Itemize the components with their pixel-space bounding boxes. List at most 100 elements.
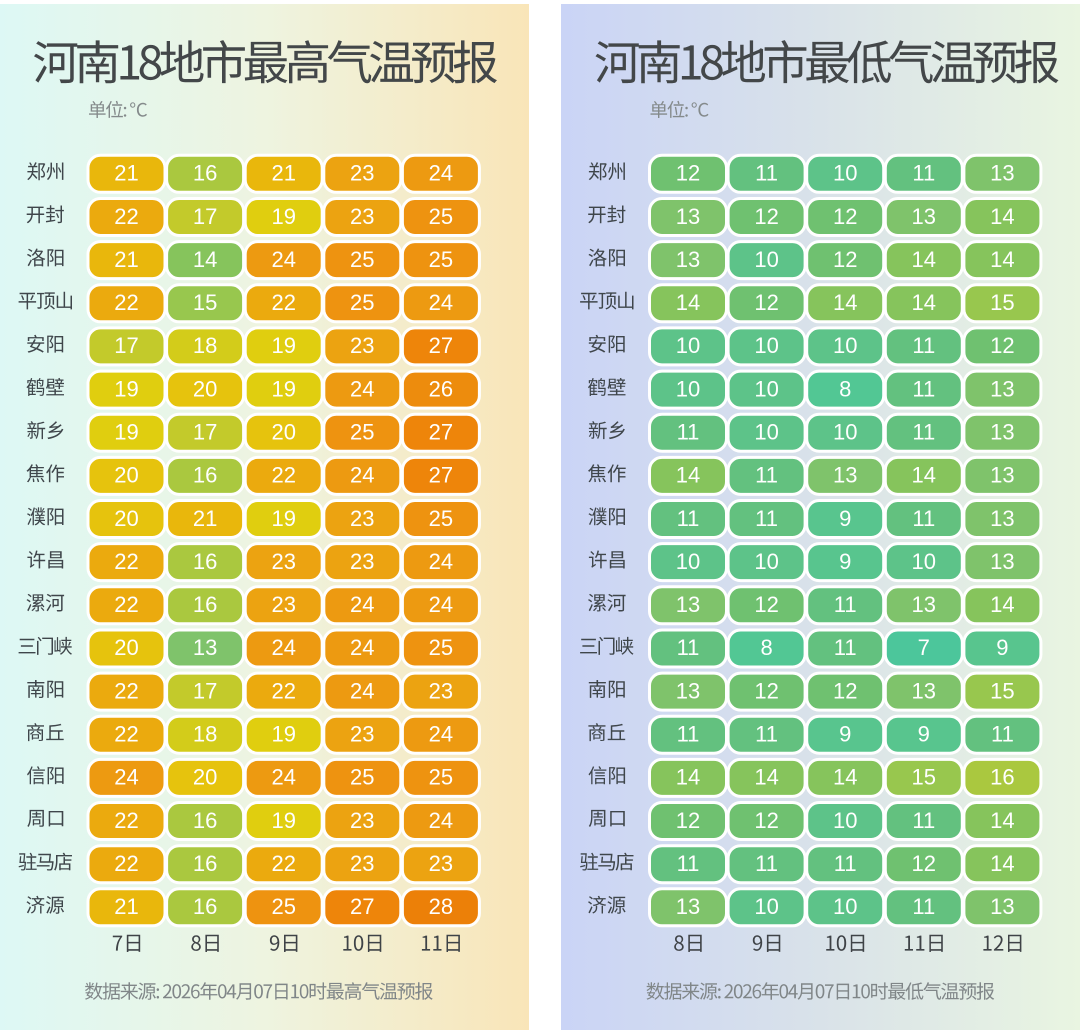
svg-text:19: 19 [271, 722, 295, 747]
svg-text:22: 22 [114, 851, 138, 876]
svg-text:22: 22 [114, 678, 138, 703]
svg-text:17: 17 [193, 678, 217, 703]
svg-text:12: 12 [754, 592, 778, 617]
svg-text:21: 21 [193, 506, 217, 531]
svg-text:10: 10 [754, 247, 778, 272]
svg-text:24: 24 [350, 463, 374, 488]
svg-text:10: 10 [754, 894, 778, 919]
svg-text:23: 23 [350, 851, 374, 876]
svg-text:10: 10 [833, 333, 857, 358]
svg-text:22: 22 [271, 463, 295, 488]
svg-text:19: 19 [114, 376, 138, 401]
svg-text:14: 14 [833, 290, 857, 315]
svg-text:13: 13 [912, 592, 936, 617]
svg-text:23: 23 [429, 678, 453, 703]
svg-text:15: 15 [990, 678, 1014, 703]
svg-text:23: 23 [350, 808, 374, 833]
svg-text:19: 19 [271, 506, 295, 531]
svg-text:13: 13 [833, 463, 857, 488]
svg-text:19: 19 [271, 333, 295, 358]
svg-text:23: 23 [350, 549, 374, 574]
svg-text:14: 14 [676, 463, 700, 488]
svg-text:13: 13 [990, 161, 1014, 186]
svg-text:13: 13 [912, 678, 936, 703]
svg-text:11: 11 [677, 420, 700, 445]
svg-text:11: 11 [677, 722, 700, 747]
svg-text:25: 25 [350, 290, 374, 315]
svg-text:10: 10 [833, 161, 857, 186]
svg-text:25: 25 [429, 506, 453, 531]
svg-text:23: 23 [350, 722, 374, 747]
svg-text:24: 24 [114, 765, 138, 790]
svg-text:13: 13 [676, 592, 700, 617]
svg-text:19: 19 [271, 204, 295, 229]
svg-text:23: 23 [350, 161, 374, 186]
svg-text:24: 24 [350, 635, 374, 660]
svg-text:14: 14 [193, 247, 217, 272]
svg-text:25: 25 [350, 247, 374, 272]
svg-text:11: 11 [834, 635, 857, 660]
svg-text:18: 18 [193, 722, 217, 747]
svg-text:12: 12 [833, 247, 857, 272]
svg-text:10: 10 [754, 549, 778, 574]
svg-text:27: 27 [429, 420, 453, 445]
svg-text:16: 16 [193, 851, 217, 876]
svg-text:24: 24 [350, 678, 374, 703]
svg-text:22: 22 [114, 592, 138, 617]
svg-text:9: 9 [996, 635, 1008, 660]
svg-text:11: 11 [755, 161, 778, 186]
svg-text:22: 22 [114, 549, 138, 574]
svg-text:11: 11 [912, 894, 935, 919]
svg-text:11: 11 [755, 506, 778, 531]
svg-text:8: 8 [760, 635, 772, 660]
svg-text:22: 22 [271, 290, 295, 315]
svg-text:12: 12 [676, 808, 700, 833]
svg-text:10: 10 [754, 333, 778, 358]
svg-text:22: 22 [114, 722, 138, 747]
svg-text:13: 13 [990, 549, 1014, 574]
svg-text:23: 23 [271, 549, 295, 574]
svg-text:12: 12 [833, 678, 857, 703]
svg-text:20: 20 [114, 506, 138, 531]
svg-text:27: 27 [429, 463, 453, 488]
svg-text:12: 12 [833, 204, 857, 229]
svg-text:20: 20 [114, 463, 138, 488]
svg-text:21: 21 [114, 161, 138, 186]
svg-text:11: 11 [834, 592, 857, 617]
svg-text:24: 24 [271, 635, 295, 660]
svg-text:24: 24 [271, 247, 295, 272]
svg-text:15: 15 [193, 290, 217, 315]
svg-text:14: 14 [676, 290, 700, 315]
svg-text:20: 20 [193, 765, 217, 790]
svg-text:17: 17 [193, 204, 217, 229]
svg-text:16: 16 [193, 808, 217, 833]
svg-text:24: 24 [429, 161, 453, 186]
svg-text:24: 24 [429, 592, 453, 617]
svg-text:10: 10 [754, 376, 778, 401]
svg-text:11: 11 [912, 376, 935, 401]
svg-text:22: 22 [114, 290, 138, 315]
svg-text:11: 11 [991, 722, 1014, 747]
svg-text:24: 24 [429, 722, 453, 747]
svg-text:13: 13 [990, 506, 1014, 531]
svg-text:12: 12 [754, 808, 778, 833]
svg-text:7: 7 [918, 635, 930, 660]
svg-text:19: 19 [114, 420, 138, 445]
svg-text:21: 21 [114, 894, 138, 919]
svg-text:27: 27 [429, 333, 453, 358]
svg-text:14: 14 [990, 592, 1014, 617]
svg-text:8: 8 [839, 376, 851, 401]
svg-text:22: 22 [271, 851, 295, 876]
svg-text:14: 14 [912, 463, 936, 488]
svg-text:11: 11 [912, 506, 935, 531]
svg-text:13: 13 [990, 894, 1014, 919]
svg-text:21: 21 [271, 161, 295, 186]
svg-text:25: 25 [429, 204, 453, 229]
svg-text:24: 24 [350, 592, 374, 617]
svg-text:14: 14 [754, 765, 778, 790]
svg-text:11: 11 [755, 463, 778, 488]
svg-text:13: 13 [990, 463, 1014, 488]
svg-text:16: 16 [193, 549, 217, 574]
svg-text:11: 11 [755, 722, 778, 747]
svg-text:9: 9 [839, 506, 851, 531]
